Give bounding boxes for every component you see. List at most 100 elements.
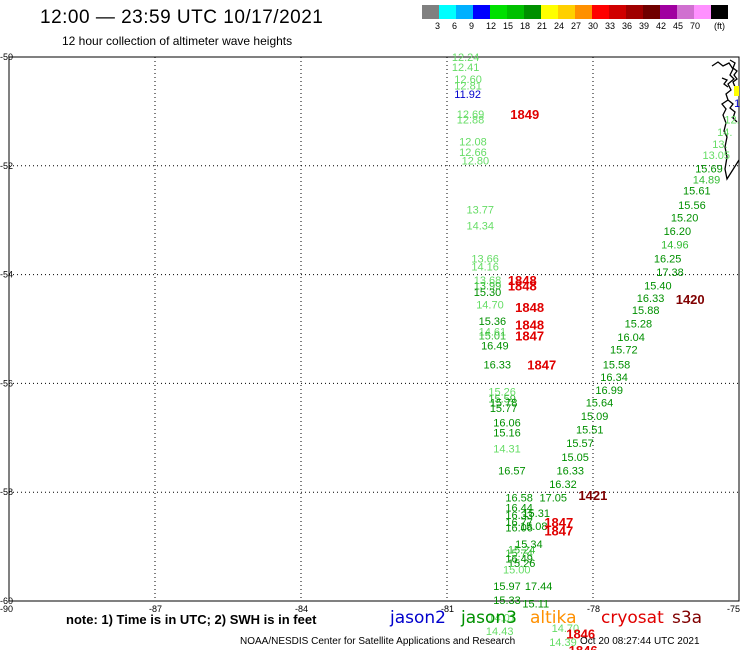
wave-height-value: 12.80 [462,155,490,167]
wave-height-value: 16.77 [505,517,533,529]
wave-height-value: 16.32 [549,479,577,491]
page-title: 12:00 — 23:59 UTC 10/17/2021 [40,7,324,28]
latitude-label: -54 [0,270,13,280]
longitude-label: -78 [587,604,600,614]
scale-label: 3 [435,21,441,31]
wave-height-value: 15.72 [610,345,638,357]
wave-height-value: 15.34 [515,539,543,551]
wave-height-value: 16.33 [484,359,512,371]
scale-label: 45 [673,21,684,31]
map-frame [8,56,740,602]
wave-height-value: 15.00 [503,564,531,576]
wave-height-value: 14.01 [488,612,516,624]
wave-height-value: 17.38 [656,267,684,279]
latitude-label: -60 [0,596,13,606]
wave-height-value: 13.77 [466,204,494,216]
wave-height-value: 14.16 [471,261,499,273]
scale-label: 12 [486,21,497,31]
page-subtitle: 12 hour collection of altimeter wave hei… [62,34,293,48]
scale-swatch [439,5,456,19]
wave-height-value: 15.20 [671,212,699,224]
footer-note: note: 1) Time is in UTC; 2) SWH is in fe… [66,612,317,627]
scale-swatch [677,5,694,19]
wave-height-value: 15.77 [490,403,518,415]
pass-time-label: 1847 [515,329,544,344]
wave-height-value: 15.40 [644,280,672,292]
longitude-label: -87 [149,604,162,614]
satellite-jason3-label: jason3 [461,608,517,628]
scale-unit: (ft) [714,21,725,31]
scale-swatch [473,5,490,19]
longitude-label: -84 [295,604,308,614]
scale-label: 36 [622,21,633,31]
wave-height-value: 16.25 [654,253,682,265]
pass-time-label: 1847 [527,357,556,372]
wave-height-value: 14.96 [661,240,689,252]
wave-height-value: 13.99 [474,280,502,292]
wave-height-value: 13.66 [471,253,499,265]
wave-height-value: 14.34 [466,221,494,233]
color-scale-labels: 3 6 9 12 15 18 21 24 27 30 33 36 39 42 45 70 (ft) [422,21,740,33]
scale-label: 70 [690,21,701,31]
wave-height-value: 12.41 [452,62,480,74]
wave-height-value: 17.44 [525,581,553,593]
wave-height-value: 16.57 [498,465,526,477]
credit-text: NOAA/NESDIS Center for Satellite Applica… [240,636,516,647]
wave-height-value: 12.81 [454,80,482,92]
satellite-cryosat-label: cryosat [601,608,664,628]
wave-height-value: 14.31 [493,444,521,456]
scale-label: 30 [588,21,599,31]
latitude-label: -50 [0,52,13,62]
scale-swatch [456,5,473,19]
pass-time-label: 1421 [578,488,607,503]
wave-height-value: 15.51 [576,425,604,437]
satellite-altika-label: altika [530,608,577,628]
wave-height-value: 12.24 [452,52,480,64]
scale-swatch [490,5,507,19]
wave-height-value: 16.33 [637,293,665,305]
longitude-label: -75 [727,604,740,614]
satellite-jason2-label: jason2 [390,608,446,628]
wave-height-value: 14.61 [479,327,507,339]
wave-height-value: 16.58 [505,493,533,505]
pass-time-label: 1847 [544,515,573,530]
pass-time-label: 1420 [676,292,705,307]
scale-swatch [422,5,439,19]
scale-swatch [575,5,592,19]
pass-time-label: 1847 [544,523,573,538]
wave-height-value: 16.44 [505,502,533,514]
coastline-islands [721,59,738,123]
wave-height-value: 15.28 [625,319,653,331]
wave-height-value: 15.69 [695,164,723,176]
scale-swatch [558,5,575,19]
pass-time-label: 1848 [508,278,537,293]
wave-height-value: 12.08 [459,136,487,148]
scale-swatch [592,5,609,19]
wave-height-value: 14.43 [486,626,514,638]
pass-time-label: 1848 [515,318,544,333]
scale-swatch [643,5,660,19]
wave-height-value: 15.78 [490,397,518,409]
wave-height-value: 15.56 [678,200,706,212]
wave-height-color-scale [422,5,728,19]
wave-height-value: 15.01 [479,331,507,343]
wave-height-value: 13. [712,139,727,151]
wave-height-value: 14. [717,127,732,139]
wave-height-value: 15.09 [581,411,609,423]
scale-label: 15 [503,21,514,31]
pass-time-label: 1848 [515,300,544,315]
wave-height-value: 12.66 [459,147,487,159]
wave-height-value: 15.36 [479,316,507,328]
scale-label: 27 [571,21,582,31]
scale-label: 9 [469,21,475,31]
wave-height-value: 15.08 [520,521,548,533]
high-wave-marker [734,86,739,96]
scale-label: 24 [554,21,565,31]
scale-label: 18 [520,21,531,31]
wave-height-value: 15.16 [493,427,521,439]
wave-height-value: 11.92 [454,89,481,101]
scale-swatch [609,5,626,19]
wave-height-value: 15.11 [522,599,549,611]
scale-label: 33 [605,21,616,31]
wave-height-value: 16.06 [493,418,521,430]
